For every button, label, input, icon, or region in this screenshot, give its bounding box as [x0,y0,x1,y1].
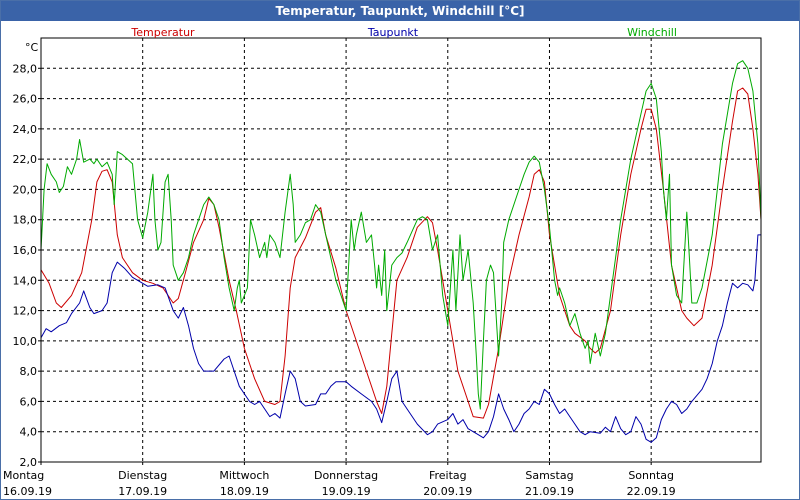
legend-windchill: Windchill [627,26,677,39]
series-line-temperatur [40,87,762,419]
y-tick-label: 26,0 [13,93,38,106]
y-tick-label: 16,0 [13,244,38,257]
y-tick-label: 14,0 [13,274,38,287]
legend-temperatur: Temperatur [130,26,195,39]
y-axis: °C 2,0 4,0 6,0 8,0 10,0 12,0 14,0 16,0 18,0 20,0 2… [13,41,41,469]
y-axis-label: °C [25,41,39,54]
x-tick-date: 17.09.19 [118,485,167,498]
grid-lines [41,38,761,462]
y-tick-label: 8,0 [20,365,38,378]
y-tick-label: 28,0 [13,62,38,75]
x-tick-day: Montag [3,469,44,482]
x-tick-date: 16.09.19 [3,485,52,498]
x-tick-day: Dienstag [118,469,167,482]
x-axis: Montag 16.09.19 Dienstag 17.09.19 Mittwoch 18… [3,462,676,498]
y-tick-label: 24,0 [13,123,38,136]
y-tick-label: 22,0 [13,153,38,166]
x-tick-day: Donnerstag [314,469,378,482]
x-tick-day: Mittwoch [219,469,269,482]
x-tick-day: Sonntag [628,469,674,482]
chart-title: Temperatur, Taupunkt, Windchill [°C] [1,1,799,21]
y-tick-label: 2,0 [20,456,38,469]
series-group [40,60,762,443]
x-tick-day: Samstag [525,469,573,482]
legend: Temperatur Taupunkt Windchill [130,26,677,39]
y-tick-label: 10,0 [13,335,38,348]
x-tick-date: 22.09.19 [627,485,676,498]
x-tick-date: 21.09.19 [525,485,574,498]
series-line-taupunkt [40,234,761,443]
y-tick-label: 20,0 [13,183,38,196]
x-tick-date: 19.09.19 [322,485,371,498]
y-tick-label: 12,0 [13,305,38,318]
legend-taupunkt: Taupunkt [367,26,419,39]
x-tick-date: 20.09.19 [423,485,472,498]
y-tick-label: 4,0 [20,426,38,439]
y-tick-label: 18,0 [13,214,38,227]
series-line-windchill [40,60,762,410]
x-tick-date: 18.09.19 [220,485,269,498]
y-tick-label: 6,0 [20,395,38,408]
x-tick-day: Freitag [429,469,467,482]
